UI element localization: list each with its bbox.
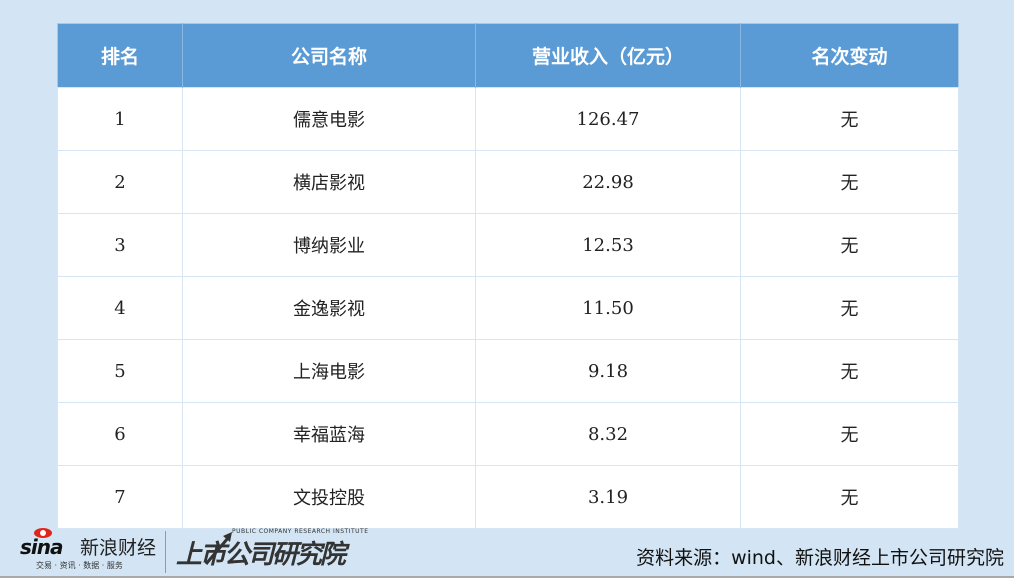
arrow-icon — [204, 532, 232, 565]
bottom-border — [0, 576, 1014, 578]
rank-change-cell: 无 — [740, 150, 959, 214]
revenue-cell: 12.53 — [475, 213, 741, 277]
table-row: 3 博纳影业 12.53 无 — [57, 213, 959, 277]
rank-cell: 5 — [57, 339, 183, 403]
rank-cell: 2 — [57, 150, 183, 214]
table-row: 7 文投控股 3.19 无 — [57, 465, 959, 529]
column-header: 名次变动 — [740, 23, 959, 88]
table-body: 1 儒意电影 126.47 无 2 横店影视 22.98 无 3 博纳影业 12.53 无 4 金逸影视 1… — [57, 87, 959, 529]
table-row: 6 幸福蓝海 8.32 无 — [57, 402, 959, 466]
rank-change-cell: 无 — [740, 339, 959, 403]
rank-change-cell: 无 — [740, 87, 959, 151]
revenue-cell: 3.19 — [475, 465, 741, 529]
column-header: 公司名称 — [182, 23, 476, 88]
company-cell: 金逸影视 — [182, 276, 476, 340]
sina-logo-word: sina — [20, 535, 63, 559]
rank-change-cell: 无 — [740, 276, 959, 340]
revenue-cell: 22.98 — [475, 150, 741, 214]
rank-change-cell: 无 — [740, 402, 959, 466]
rank-cell: 7 — [57, 465, 183, 529]
revenue-cell: 9.18 — [475, 339, 741, 403]
revenue-cell: 8.32 — [475, 402, 741, 466]
sina-logo-tagline: 交易 · 资讯 · 数据 · 服务 — [36, 561, 123, 570]
company-cell: 文投控股 — [182, 465, 476, 529]
table-header-row: 排名 公司名称 营业收入（亿元） 名次变动 — [57, 23, 959, 88]
rank-cell: 1 — [57, 87, 183, 151]
table-row: 4 金逸影视 11.50 无 — [57, 276, 959, 340]
company-cell: 上海电影 — [182, 339, 476, 403]
logo-divider — [165, 531, 166, 573]
company-cell: 博纳影业 — [182, 213, 476, 277]
rank-cell: 4 — [57, 276, 183, 340]
institute-logo: PUBLIC COMPANY RESEARCH INSTITUTE 上市公司研究… — [174, 528, 374, 574]
table-row: 2 横店影视 22.98 无 — [57, 150, 959, 214]
rank-cell: 6 — [57, 402, 183, 466]
revenue-cell: 126.47 — [475, 87, 741, 151]
company-cell: 横店影视 — [182, 150, 476, 214]
institute-logo-cn: 上市公司研究院 — [176, 540, 346, 570]
column-header: 排名 — [57, 23, 183, 88]
table-row: 1 儒意电影 126.47 无 — [57, 87, 959, 151]
revenue-cell: 11.50 — [475, 276, 741, 340]
rank-change-cell: 无 — [740, 213, 959, 277]
revenue-ranking-table: 排名 公司名称 营业收入（亿元） 名次变动 1 儒意电影 126.47 无 2 横店影视 22.9… — [57, 23, 959, 529]
sina-eye-icon — [34, 528, 52, 538]
company-cell: 儒意电影 — [182, 87, 476, 151]
table-row: 5 上海电影 9.18 无 — [57, 339, 959, 403]
column-header: 营业收入（亿元） — [475, 23, 741, 88]
institute-logo-en: PUBLIC COMPANY RESEARCH INSTITUTE — [232, 528, 369, 535]
sina-finance-logo: sina 新浪财经 交易 · 资讯 · 数据 · 服务 — [20, 528, 162, 574]
sina-logo-name: 新浪财经 — [80, 537, 157, 559]
company-cell: 幸福蓝海 — [182, 402, 476, 466]
source-note: 资料来源：wind、新浪财经上市公司研究院 — [636, 547, 1004, 569]
rank-change-cell: 无 — [740, 465, 959, 529]
rank-cell: 3 — [57, 213, 183, 277]
